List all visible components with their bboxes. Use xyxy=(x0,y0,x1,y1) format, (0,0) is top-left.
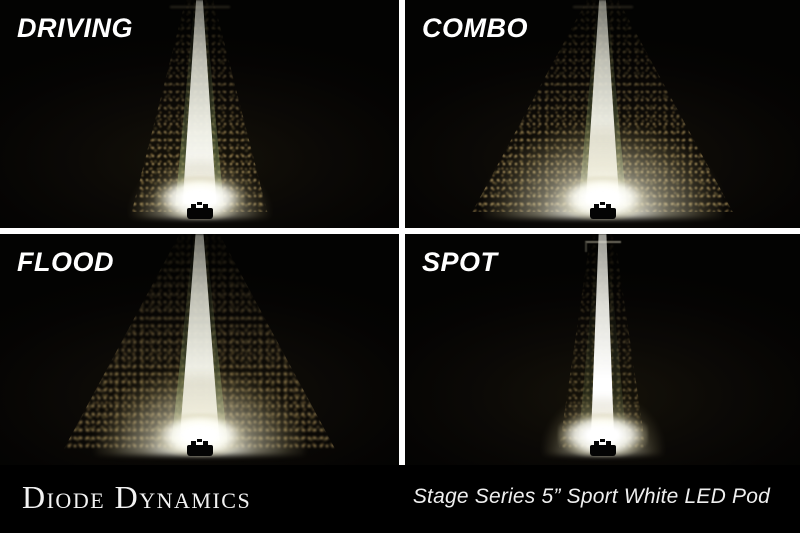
led-pod-silhouette xyxy=(589,202,616,219)
beam-label-driving: DRIVING xyxy=(17,13,134,43)
beam-photo-flood: FLOOD xyxy=(0,234,399,465)
product-beam-collage: DRIVING COMBO FLOOD SPOT xyxy=(0,0,800,465)
brand-wordmark: Diode Dynamics xyxy=(22,478,252,515)
light-beam xyxy=(590,234,615,441)
led-pod-silhouette xyxy=(589,439,616,456)
beam-label-combo: COMBO xyxy=(422,13,528,43)
beam-photo-combo: COMBO xyxy=(405,0,800,228)
beam-label-flood: FLOOD xyxy=(17,247,114,277)
product-caption: Stage Series 5” Sport White LED Pod xyxy=(412,485,770,508)
beam-photo-driving: DRIVING xyxy=(0,0,399,228)
beam-photo-spot: SPOT xyxy=(405,234,800,465)
grid-divider-horizontal xyxy=(0,228,800,234)
led-pod-silhouette xyxy=(186,202,213,219)
footer-bar: Diode Dynamics Stage Series 5” Sport Whi… xyxy=(0,465,800,533)
led-pod-silhouette xyxy=(186,439,213,456)
beam-label-spot: SPOT xyxy=(422,247,498,277)
